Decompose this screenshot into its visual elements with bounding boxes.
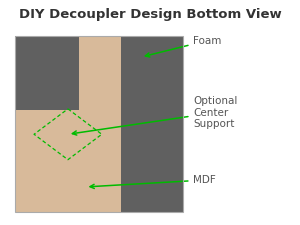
Bar	[79, 159, 121, 212]
Bar	[79, 36, 121, 110]
Text: DIY Decoupler Design Bottom View: DIY Decoupler Design Bottom View	[19, 8, 281, 21]
Bar	[79, 110, 121, 159]
Bar	[15, 110, 79, 159]
Text: MDF: MDF	[90, 175, 216, 189]
Text: Foam: Foam	[146, 36, 222, 57]
Bar	[15, 36, 183, 211]
Bar	[15, 159, 79, 212]
Bar	[15, 36, 183, 211]
Text: Optional
Center
Support: Optional Center Support	[72, 96, 238, 135]
